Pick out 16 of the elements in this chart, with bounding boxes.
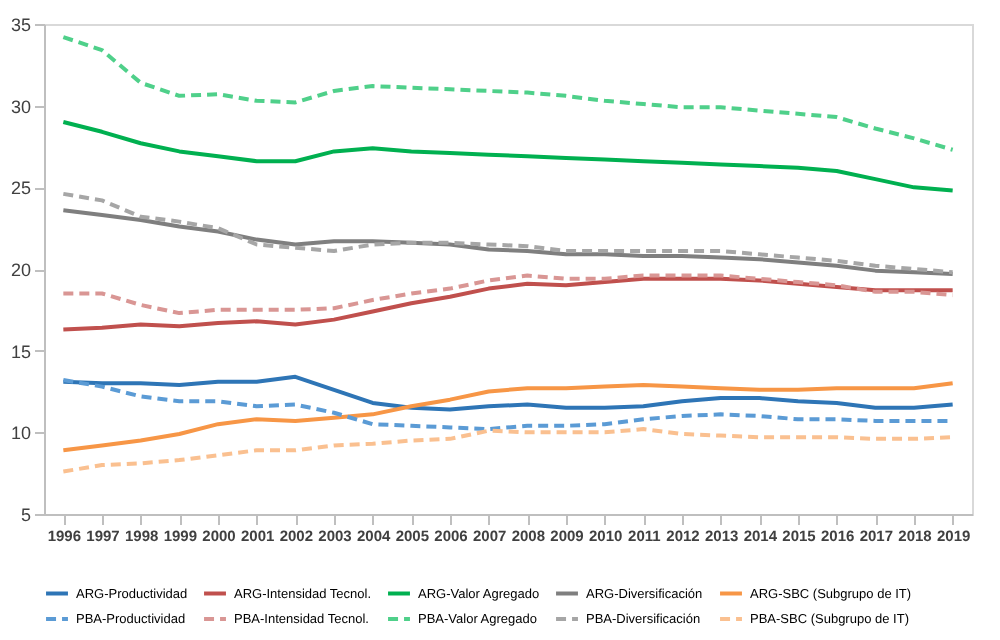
line-series xyxy=(61,191,955,275)
y-tick-label: 35 xyxy=(10,15,31,35)
line-series xyxy=(61,276,955,332)
line-series xyxy=(61,208,955,276)
y-tick-label: 5 xyxy=(20,505,31,525)
y-tick-label: 15 xyxy=(10,341,31,362)
line-series xyxy=(61,35,955,152)
line-series xyxy=(61,374,955,412)
line-series xyxy=(61,273,955,316)
y-tick-label: 10 xyxy=(10,423,31,444)
y-tick-label: 20 xyxy=(10,260,31,280)
line-series xyxy=(61,381,955,453)
line-series xyxy=(61,120,955,193)
line-series xyxy=(61,427,955,474)
y-tick-label: 30 xyxy=(10,96,31,117)
y-tick-label: 25 xyxy=(10,178,31,199)
